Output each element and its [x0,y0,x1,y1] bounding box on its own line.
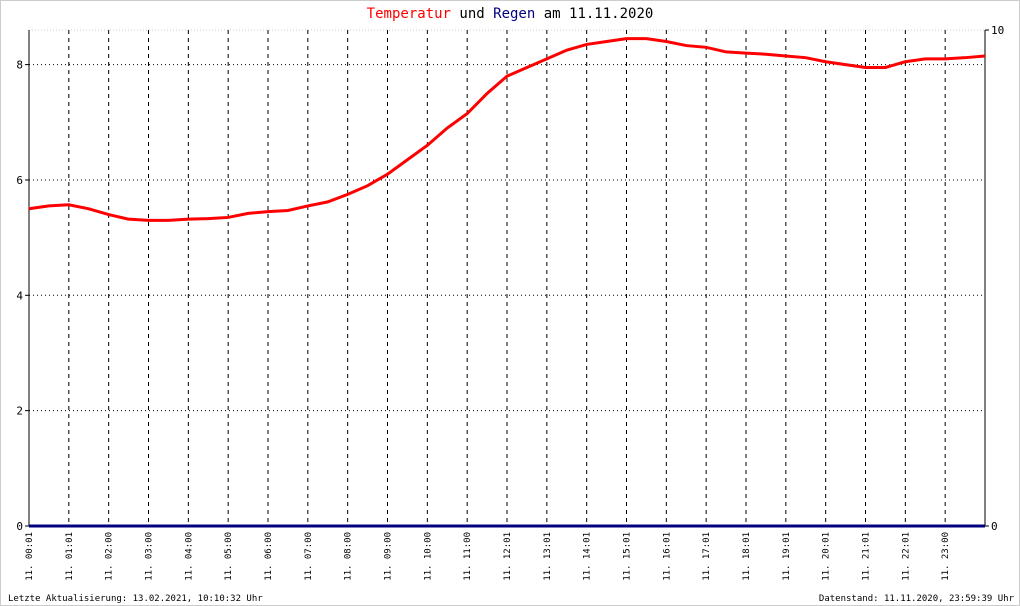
y-tick-label: 0 [16,520,23,533]
x-tick-label: 11. 08:00 [344,532,354,581]
x-tick-label: 11. 16:01 [662,532,672,581]
x-tick-label: 11. 11:00 [463,532,473,581]
x-tick-label: 11. 15:01 [623,532,633,581]
x-tick-label: 11. 04:00 [184,532,194,581]
x-tick-label: 11. 20:01 [822,532,832,581]
title-part: Regen [493,6,535,22]
x-tick-label: 11. 17:01 [702,532,712,581]
x-tick-label: 11. 19:01 [782,532,792,581]
y2-tick-label: 0 [991,520,998,533]
y-tick-label: 6 [16,174,23,187]
x-tick-label: 11. 23:00 [941,532,951,581]
x-tick-label: 11. 12:01 [503,532,513,581]
x-tick-label: 11. 05:00 [224,532,234,581]
title-part: und [459,6,484,22]
footer-left: Letzte Aktualisierung: 13.02.2021, 10:10… [8,594,263,604]
x-tick-label: 11. 18:01 [742,532,752,581]
x-tick-label: 11. 14:01 [583,532,593,581]
x-tick-label: 11. 21:01 [862,532,872,581]
title-part: Temperatur [367,6,451,22]
x-tick-label: 11. 10:00 [423,532,433,581]
series-line [28,37,986,222]
footer-right: Datenstand: 11.11.2020, 23:59:39 Uhr [819,594,1015,604]
x-tick-label: 11. 07:00 [304,532,314,581]
title-part: am 11.11.2020 [544,6,654,22]
x-tick-label: 11. 01:01 [65,532,75,581]
y2-tick-label: 10 [991,24,1004,37]
y-tick-label: 4 [16,289,23,302]
x-tick-label: 11. 03:00 [145,532,155,581]
x-tick-label: 11. 06:00 [264,532,274,581]
x-tick-label: 11. 00:01 [25,532,35,581]
x-tick-label: 11. 09:00 [384,532,394,581]
x-tick-label: 11. 13:01 [543,532,553,581]
x-tick-label: 11. 22:01 [901,532,911,581]
chart-title: Temperatur und Regen am 11.11.2020 [367,6,654,22]
y-tick-label: 2 [16,405,23,418]
x-tick-label: 11. 02:00 [105,532,115,581]
y-tick-label: 8 [16,59,23,72]
